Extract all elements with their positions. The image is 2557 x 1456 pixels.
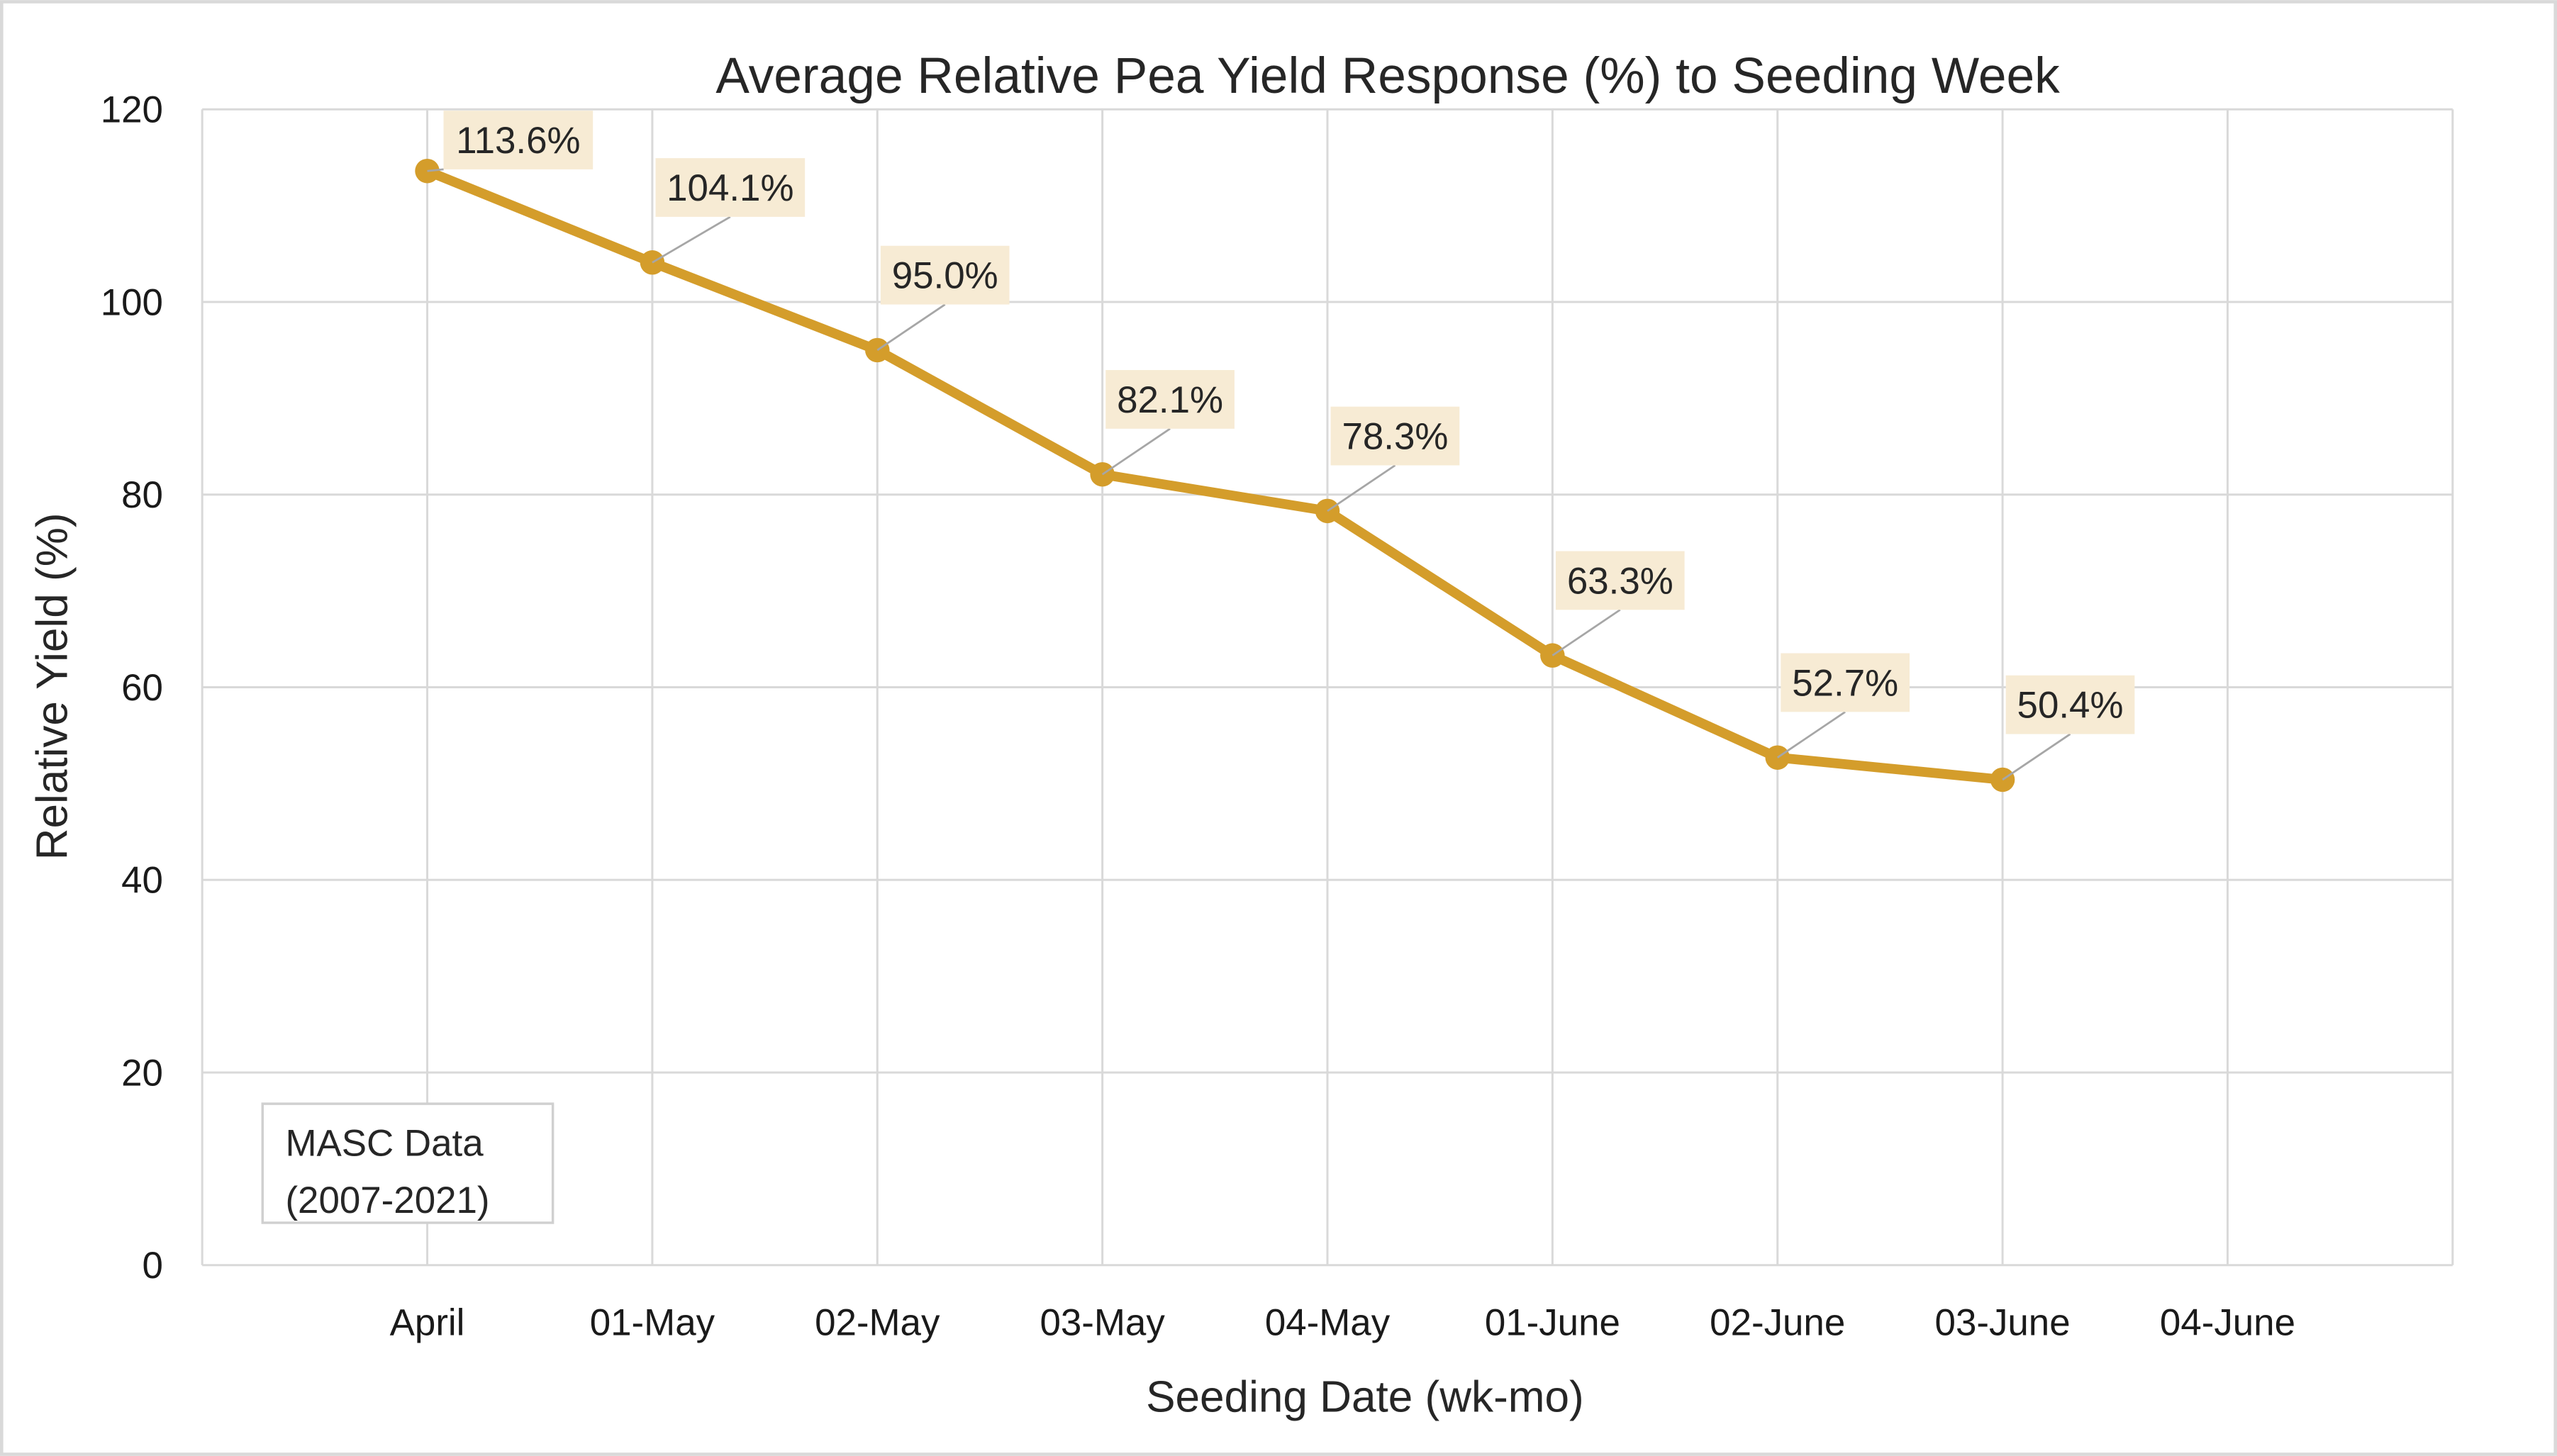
leader-line [876, 303, 946, 352]
data-label: 50.4% [2017, 685, 2124, 727]
x-tick-label: 02-June [1710, 1302, 1845, 1344]
annotation-box: MASC Data (2007-2021) [261, 1102, 555, 1224]
x-tick-label: 03-June [1935, 1302, 2071, 1344]
y-tick-label: 120 [101, 89, 163, 131]
data-label-background [443, 111, 594, 169]
data-label: 95.0% [892, 255, 998, 297]
x-tick-label: 04-May [1265, 1302, 1391, 1344]
y-tick-label: 60 [121, 667, 163, 709]
data-label: 63.3% [1567, 560, 1673, 602]
data-label: 78.3% [1342, 415, 1448, 457]
chart-title: Average Relative Pea Yield Response (%) … [715, 47, 2060, 104]
leader-line [1101, 427, 1171, 476]
data-label-background [880, 245, 1010, 305]
data-label: 52.7% [1792, 662, 1898, 704]
y-tick-label: 100 [101, 281, 163, 323]
data-label-background [655, 158, 806, 217]
x-tick-label: 01-June [1485, 1302, 1620, 1344]
y-tick-label: 80 [121, 474, 163, 516]
annotation-line-2: (2007-2021) [285, 1180, 489, 1221]
annotation-line-1: MASC Data [285, 1123, 484, 1165]
x-tick-label: 02-May [815, 1302, 940, 1344]
y-axis-label: Relative Yield (%) [28, 513, 77, 860]
data-label-background [2005, 675, 2135, 734]
x-tick-label: 04-June [2160, 1302, 2295, 1344]
y-tick-label: 20 [121, 1052, 163, 1094]
y-tick-label: 0 [143, 1245, 163, 1287]
data-point [1990, 767, 2015, 793]
data-label: 82.1% [1117, 379, 1223, 421]
data-label-background [1105, 370, 1235, 429]
y-tick-label: 40 [121, 860, 163, 902]
x-axis-label: Seeding Date (wk-mo) [1146, 1373, 1584, 1422]
leader-line [427, 168, 444, 172]
data-label-background [1330, 406, 1460, 466]
x-tick-label: 01-May [590, 1302, 715, 1344]
leader-line [1552, 609, 1621, 656]
leader-line [652, 215, 731, 264]
data-label-background [1555, 551, 1685, 610]
x-tick-label: April [390, 1302, 465, 1344]
x-tick-label: 03-May [1040, 1302, 1165, 1344]
data-label-background [1781, 653, 1910, 712]
data-label: 104.1% [667, 167, 793, 209]
series-line [425, 166, 2003, 785]
data-label: 113.6% [456, 120, 580, 162]
leader-line [2002, 733, 2071, 781]
leader-line [1327, 464, 1396, 512]
leader-line [1776, 711, 1846, 758]
